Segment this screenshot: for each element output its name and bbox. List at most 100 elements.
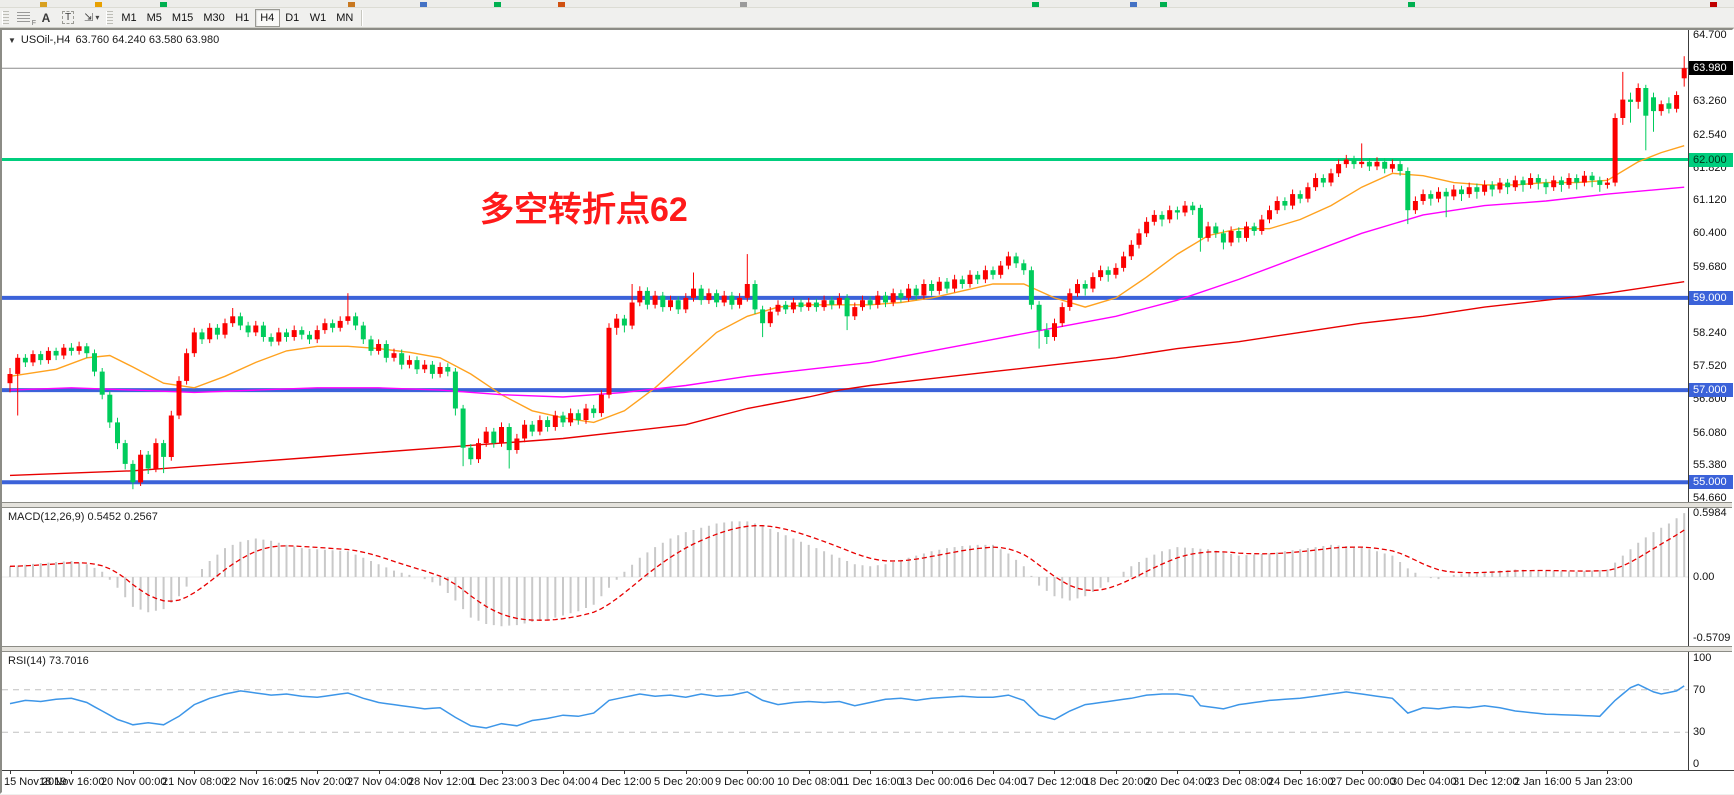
line-studies-icon[interactable]: ⇲ ▾: [84, 12, 100, 24]
text-label-tool-icon[interactable]: T: [57, 9, 79, 27]
chart-window: ▼ USOil-,H4 63.760 64.240 63.580 63.980 …: [0, 28, 1734, 794]
time-tick-label: 31 Dec 12:00: [1453, 776, 1519, 788]
toolbar-icon-fragment: [160, 2, 167, 7]
time-tick-label: 16 Dec 04:00: [961, 776, 1027, 788]
time-tick-mark: [1239, 771, 1240, 774]
time-tick-label: 1 Dec 23:00: [470, 776, 530, 788]
time-tick-mark: [624, 771, 625, 774]
macd-tick-label: 0.00: [1693, 571, 1715, 583]
chevron-down-icon: ▾: [95, 13, 100, 22]
price-tick-label: 58.240: [1693, 327, 1727, 339]
time-tick-label: 15 Nov 2019: [4, 776, 67, 788]
macd-tick-label: 0.5984: [1693, 507, 1727, 519]
one-click-trading-toggle[interactable]: ▼: [8, 35, 16, 45]
macd-tick-label: -0.5709: [1693, 632, 1731, 644]
timeframe-button-mn[interactable]: MN: [336, 11, 354, 24]
timeframe-button-h4[interactable]: H4: [254, 8, 280, 27]
toolbar-top-strip: [0, 0, 1734, 8]
timeframe-button-w1[interactable]: W1: [309, 11, 327, 24]
price-badge: 55.000: [1689, 475, 1733, 489]
time-tick-mark: [1177, 771, 1178, 774]
timeframe-button-m15[interactable]: M15: [171, 11, 194, 24]
price-badge: 57.000: [1689, 383, 1733, 397]
time-tick-mark: [502, 771, 503, 774]
toolbar-icon-fragment: [494, 2, 501, 7]
toolbar-separator: [361, 9, 363, 26]
time-tick-mark: [10, 771, 11, 774]
time-tick-mark: [686, 771, 687, 774]
chart-annotation-text: 多空转折点62: [480, 191, 688, 229]
price-badge: 63.980: [1689, 61, 1733, 75]
time-tick-mark: [133, 771, 134, 774]
timeframe-button-h1[interactable]: H1: [235, 11, 250, 24]
rsi-tick-label: 70: [1693, 684, 1706, 696]
toolbar-icon-fragment: [1130, 2, 1137, 7]
time-tick-label: 25 Nov 20:00: [285, 776, 351, 788]
toolbar-icon-fragment: [558, 2, 565, 7]
rsi-axis[interactable]: 100 70 30 0: [1688, 652, 1732, 770]
chart-title: ▼ USOil-,H4 63.760 64.240 63.580 63.980: [8, 34, 219, 46]
time-tick-mark: [194, 771, 195, 774]
time-tick-label: 20 Dec 04:00: [1145, 776, 1211, 788]
price-axis[interactable]: 64.700 63.260 62.540 61.820 61.120 60.400 59.6…: [1688, 29, 1733, 504]
price-tick-label: 61.120: [1693, 194, 1727, 206]
time-tick-mark: [379, 771, 380, 774]
price-tick-label: 59.680: [1693, 261, 1727, 273]
time-tick-mark: [1300, 771, 1301, 774]
price-tick-label: 62.540: [1693, 129, 1727, 141]
time-tick-label: 18 Nov 16:00: [39, 776, 105, 788]
timeframe-button-m1[interactable]: M1: [121, 11, 137, 24]
time-tick-mark: [71, 771, 72, 774]
time-tick-mark: [1485, 771, 1486, 774]
toolbar-grip[interactable]: [2, 10, 9, 25]
time-tick-mark: [1054, 771, 1055, 774]
toolbar-icon-fragment: [740, 2, 747, 7]
macd-axis[interactable]: 0.5984 0.00 -0.5709: [1688, 507, 1732, 646]
panel-splitter-2[interactable]: [2, 646, 1732, 652]
toolbar-icon-fragment: [348, 2, 355, 7]
main-chart-plot[interactable]: ▼ USOil-,H4 63.760 64.240 63.580 63.980 …: [2, 30, 1688, 502]
rsi-tick-label: 100: [1693, 652, 1712, 664]
toolbar-icon-fragment: [1160, 2, 1167, 7]
time-tick-label: 20 Nov 00:00: [101, 776, 167, 788]
time-tick-label: 28 Nov 12:00: [408, 776, 474, 788]
time-tick-label: 5 Dec 20:00: [654, 776, 714, 788]
timeframe-button-d1[interactable]: D1: [285, 11, 300, 24]
time-axis[interactable]: 15 Nov 2019 18 Nov 16:00 20 Nov 00:00 21 No…: [2, 770, 1734, 792]
rsi-tick-label: 0: [1693, 758, 1700, 770]
time-tick-mark: [747, 771, 748, 774]
toolbar-icon-fragment: [95, 2, 102, 7]
timeframe-button-m5[interactable]: M5: [146, 11, 162, 24]
toolbar: F A T ⇲ ▾ M1 M5 M15 M30 H1 H4 D1 W1 MN: [0, 8, 1734, 28]
rsi-panel-plot[interactable]: RSI(14) 73.7016: [2, 652, 1688, 770]
time-tick-mark: [1362, 771, 1363, 774]
time-tick-label: 23 Dec 08:00: [1207, 776, 1273, 788]
chart-symbol-period: USOil-,H4: [20, 34, 71, 46]
time-tick-mark: [870, 771, 871, 774]
panel-splitter-1[interactable]: [2, 502, 1732, 508]
time-tick-mark: [1116, 771, 1117, 774]
price-badge: 62.000: [1689, 153, 1733, 167]
time-tick-label: 3 Dec 04:00: [531, 776, 591, 788]
price-tick-label: 56.080: [1693, 427, 1727, 439]
time-tick-label: 9 Dec 00:00: [715, 776, 775, 788]
timeframe-toolbar-grip[interactable]: [106, 10, 114, 25]
price-tick-label: 64.700: [1693, 29, 1727, 41]
macd-chart-svg: [2, 513, 1688, 627]
time-tick-label: 2 Jan 16:00: [1514, 776, 1572, 788]
rsi-tick-label: 30: [1693, 726, 1706, 738]
price-tick-label: 60.400: [1693, 227, 1727, 239]
time-tick-mark: [1607, 771, 1608, 774]
font-tool-icon[interactable]: A: [41, 10, 51, 25]
timeframe-button-m30[interactable]: M30: [203, 11, 225, 24]
time-tick-label: 22 Nov 16:00: [224, 776, 290, 788]
macd-panel-plot[interactable]: MACD(12,26,9) 0.5452 0.2567: [2, 508, 1688, 646]
time-tick-label: 17 Dec 12:00: [1022, 776, 1088, 788]
grid-properties-icon[interactable]: F: [12, 9, 36, 27]
time-tick-label: 5 Jan 23:00: [1575, 776, 1633, 788]
time-tick-label: 18 Dec 20:00: [1084, 776, 1150, 788]
price-tick-label: 54.660: [1693, 492, 1727, 504]
rsi-chart-svg: [2, 683, 1688, 733]
chart-ohlc-values: 63.760 64.240 63.580 63.980: [75, 34, 220, 46]
time-tick-mark: [317, 771, 318, 774]
